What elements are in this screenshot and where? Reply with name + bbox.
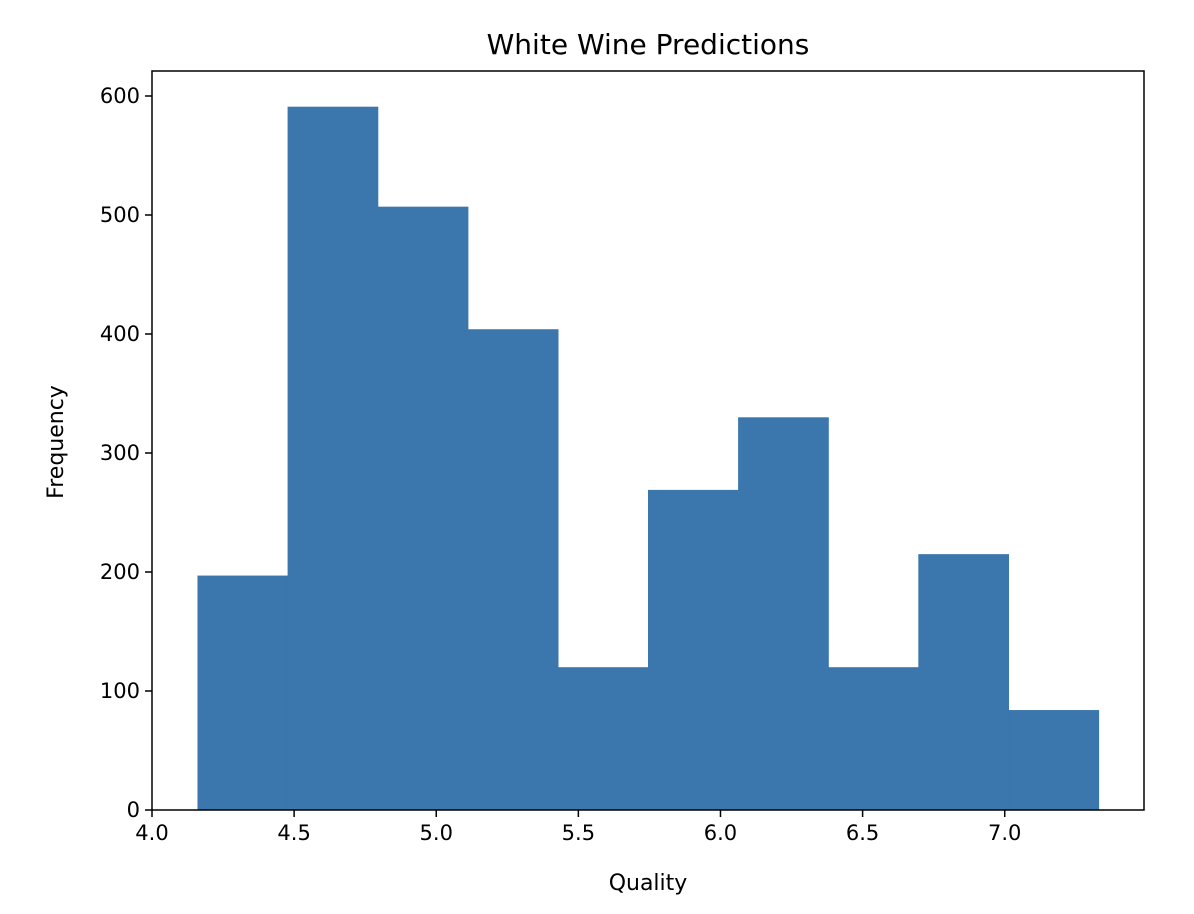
y-tick-label: 0 (127, 798, 140, 822)
histogram-bar-10 (1008, 710, 1100, 810)
bars-group (197, 106, 1100, 810)
x-tick-label: 4.5 (277, 821, 310, 845)
y-tick-label: 500 (100, 203, 140, 227)
histogram-bar-3 (377, 206, 469, 810)
x-tick-label: 6.5 (846, 821, 879, 845)
y-axis-label: Frequency (44, 385, 69, 499)
y-tick-label: 100 (100, 679, 140, 703)
chart-title: White Wine Predictions (487, 28, 810, 61)
histogram-bar-7 (738, 417, 829, 810)
x-axis-label: Quality (609, 871, 688, 896)
x-axis: 4.0 4.5 5.0 5.5 6.0 6.5 7.0 (135, 810, 1021, 845)
y-tick-label: 300 (100, 441, 140, 465)
histogram-bar-9 (918, 554, 1010, 810)
histogram-bar-4 (467, 329, 559, 810)
histogram-bar-2 (287, 106, 379, 810)
plot-frame (151, 70, 1145, 811)
x-tick-label: 4.0 (135, 821, 168, 845)
histogram-bar-6 (648, 489, 739, 810)
y-tick-label: 400 (100, 322, 140, 346)
y-tick-label: 600 (100, 84, 140, 108)
x-tick-label: 7.0 (988, 821, 1021, 845)
x-tick-label: 5.0 (420, 821, 453, 845)
histogram-bar-1 (197, 575, 289, 810)
y-tick-label: 200 (100, 560, 140, 584)
x-tick-label: 6.0 (704, 821, 737, 845)
histogram-bar-8 (828, 667, 919, 810)
x-tick-label: 5.5 (562, 821, 595, 845)
histogram-bar-5 (557, 667, 649, 810)
y-axis: 0 100 200 300 400 500 600 (100, 84, 152, 822)
